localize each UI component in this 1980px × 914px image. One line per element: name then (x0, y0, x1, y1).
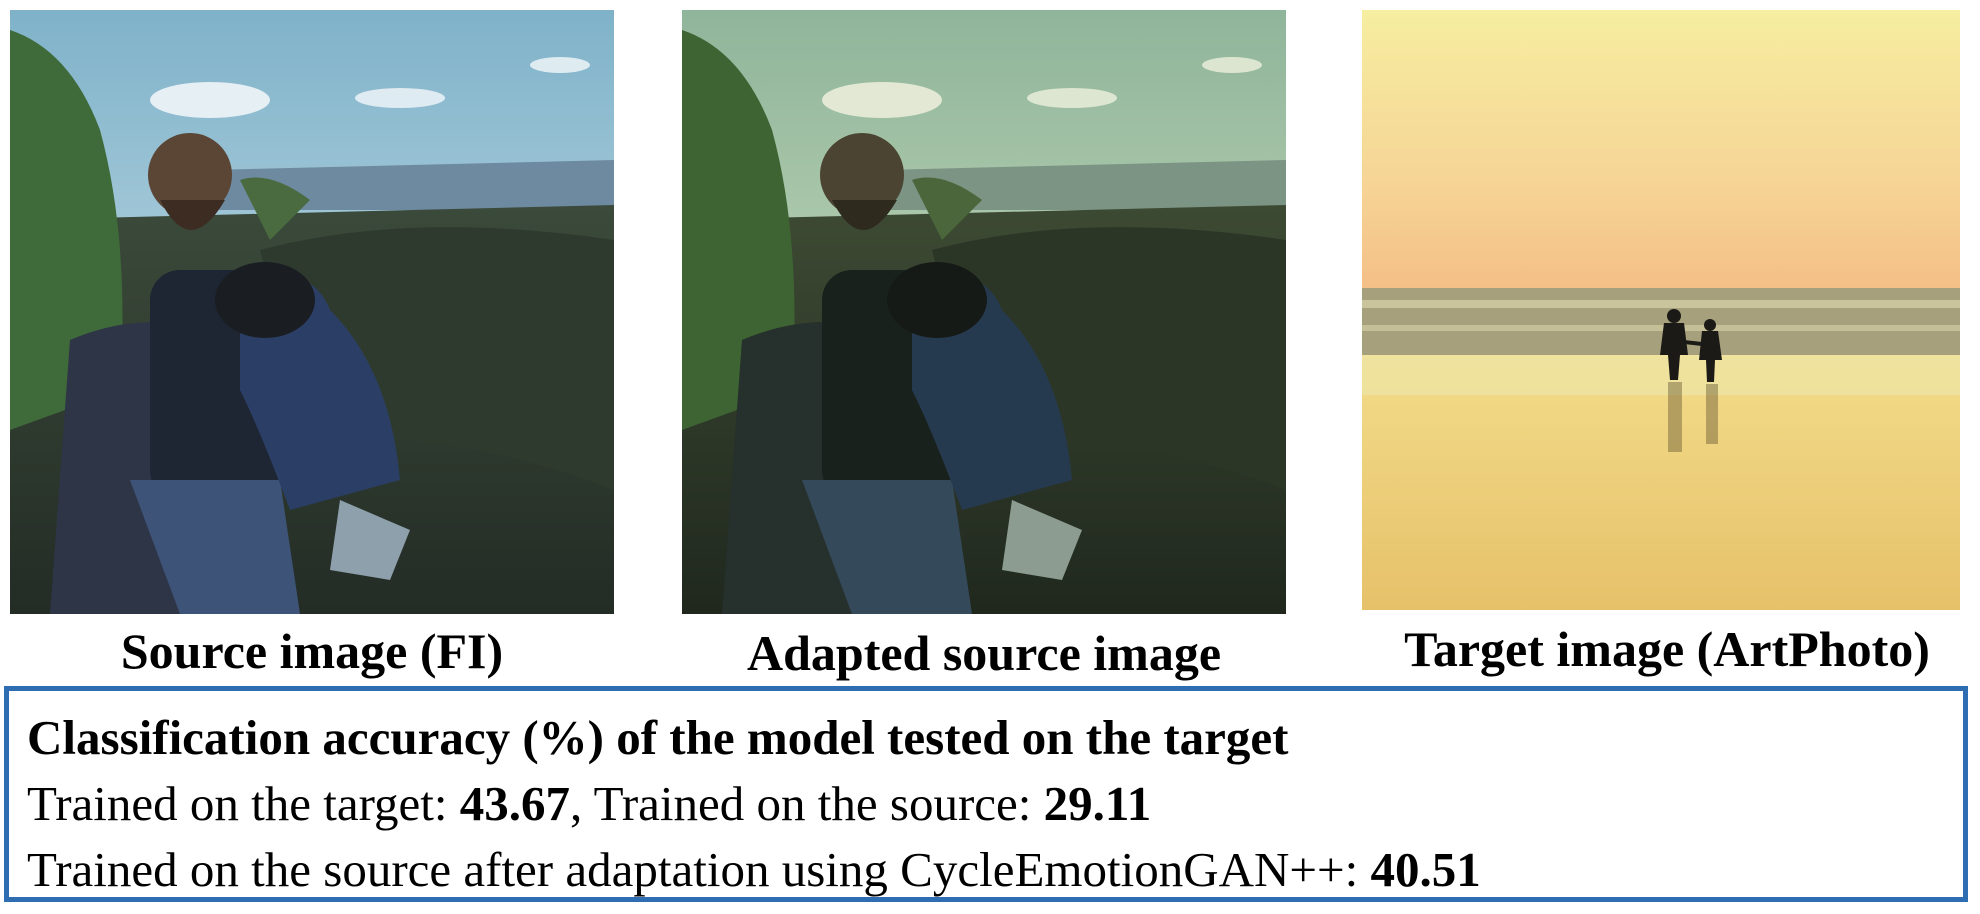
adapted-trained-accuracy: 40.51 (1370, 842, 1481, 897)
adapted-image-caption: Adapted source image (746, 625, 1222, 681)
source-image-caption: Source image (FI) (120, 623, 504, 679)
results-title: Classification accuracy (%) of the model… (27, 710, 1289, 765)
source-trained-accuracy: 29.11 (1043, 776, 1152, 831)
results-box: Classification accuracy (%) of the model… (4, 686, 1968, 902)
target-image (1362, 10, 1960, 610)
target-trained-label: Trained on the target: (27, 776, 460, 831)
target-trained-accuracy: 43.67 (459, 776, 571, 831)
target-image-caption: Target image (ArtPhoto) (1404, 621, 1930, 677)
adapted-source-image (682, 10, 1286, 614)
results-line-2: Trained on the source after adaptation u… (27, 845, 1481, 894)
source-image (10, 10, 614, 614)
results-line-1: Trained on the target: 43.67, Trained on… (27, 779, 1151, 828)
adapted-trained-label: Trained on the source after adaptation u… (27, 842, 1371, 897)
source-trained-label: , Trained on the source: (570, 776, 1044, 831)
